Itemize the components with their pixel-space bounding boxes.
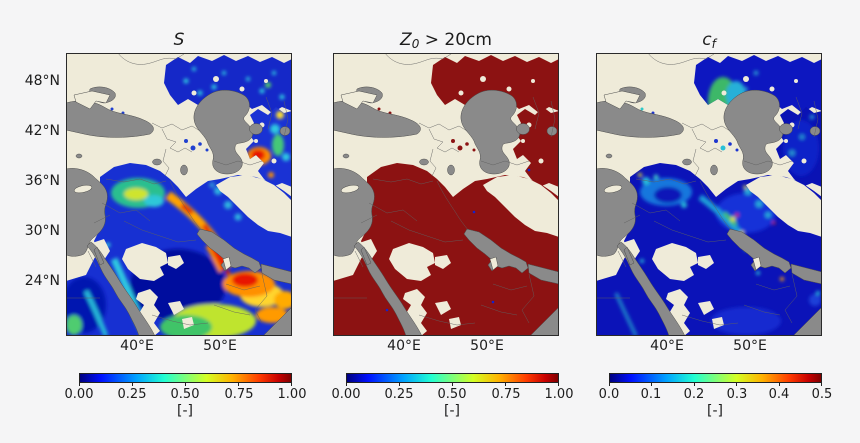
xtick-40e-p2: 40°E (387, 338, 421, 354)
panel-cf (596, 53, 822, 336)
cb1-tick: 0.75 (224, 387, 254, 402)
map-s (66, 53, 292, 336)
panel-title-s: S (66, 30, 292, 50)
cb1-tick: 1.00 (277, 387, 307, 402)
cb3-tick: 0.2 (683, 387, 705, 402)
xtick-50e-p1: 50°E (203, 338, 237, 354)
cb1-unit: [-] (177, 403, 193, 419)
cb2-tick: 0.25 (384, 387, 414, 402)
title-text: c (702, 30, 712, 50)
panel-z0 (333, 53, 559, 336)
ytick-24n: 24°N (24, 273, 60, 289)
cb3-tick: 0.1 (640, 387, 662, 402)
hotspots-south (66, 178, 292, 336)
colorbar-cf (609, 373, 822, 383)
panel-title-cf: cf (702, 30, 716, 51)
title-text: S (173, 30, 185, 50)
cb2-unit: [-] (444, 403, 460, 419)
colorbar-s (79, 373, 292, 383)
cb3-unit: [-] (707, 403, 723, 419)
ytick-48n: 48°N (24, 73, 60, 89)
xtick-40e-p1: 40°E (120, 338, 154, 354)
ytick-36n: 36°N (24, 173, 60, 189)
map-frame (596, 53, 822, 336)
cb3-tick: 0.0 (598, 387, 620, 402)
cb1-tick: 0.00 (64, 387, 94, 402)
panel-title-z0: Z0 > 20cm (400, 30, 492, 51)
map-z0 (333, 53, 559, 336)
cb3-tick: 0.4 (768, 387, 790, 402)
map-cf (596, 53, 822, 336)
hotspots-north (183, 67, 285, 101)
cb2-tick: 0.50 (437, 387, 467, 402)
title-text: Z (400, 30, 412, 50)
xtick-50e-p3: 50°E (733, 338, 767, 354)
cb2-tick: 1.00 (544, 387, 574, 402)
cb1-tick: 0.50 (170, 387, 200, 402)
ytick-30n: 30°N (24, 223, 60, 239)
cb1-tick: 0.25 (117, 387, 147, 402)
cb3-tick: 0.5 (811, 387, 833, 402)
cb3-tick: 0.3 (726, 387, 748, 402)
colorbar-z0 (346, 373, 559, 383)
xtick-40e-p3: 40°E (650, 338, 684, 354)
cb2-tick: 0.00 (331, 387, 361, 402)
ytick-42n: 42°N (24, 123, 60, 139)
map-frame (333, 53, 559, 336)
cb2-tick: 0.75 (491, 387, 521, 402)
xtick-50e-p2: 50°E (470, 338, 504, 354)
map-frame (66, 53, 292, 336)
panel-s (66, 53, 292, 336)
